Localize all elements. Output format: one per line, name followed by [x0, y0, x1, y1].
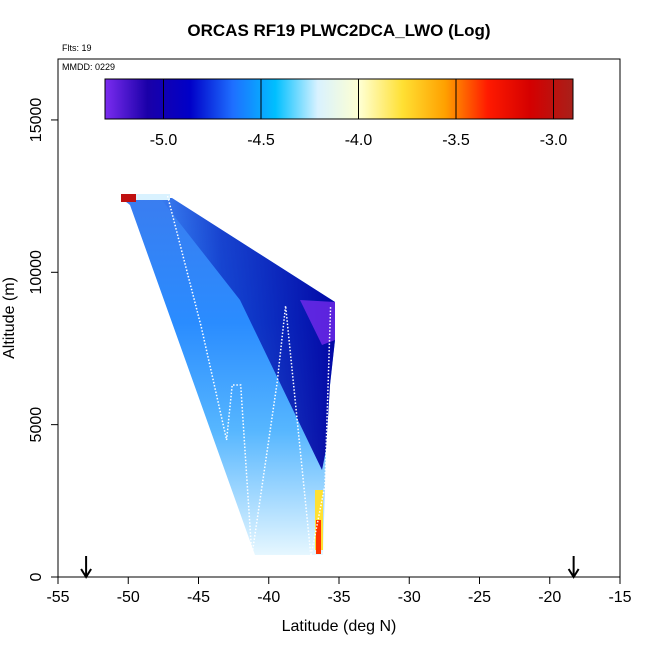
colorbar-box — [104, 78, 574, 120]
colorbar-tick-label: -3.5 — [442, 132, 470, 149]
x-tick-label: -15 — [608, 589, 631, 606]
colorbar-tick-label: -4.0 — [345, 132, 373, 149]
cloud-field-violet — [300, 300, 335, 345]
date-annotation: MMDD: 0229 — [62, 62, 115, 72]
plot-frame — [57, 58, 621, 578]
x-axis-label: Latitude (deg N) — [282, 618, 397, 635]
x-tick-label: -45 — [187, 589, 210, 606]
colorbar: -5.0 -4.5 -4.0 -3.5 -3.0 — [104, 78, 574, 149]
x-tick-label: -30 — [398, 589, 421, 606]
cloud-field-dense — [160, 198, 335, 470]
y-tick-label: 5000 — [28, 407, 45, 443]
chart-title: ORCAS RF19 PLWC2DCA_LWO (Log) — [187, 21, 490, 40]
x-tick-label: -25 — [468, 589, 491, 606]
y-axis: 0 5000 10000 15000 — [28, 98, 59, 581]
x-tick-label: -40 — [257, 589, 280, 606]
colorbar-tick-label: -5.0 — [150, 132, 178, 149]
x-tick-label: -20 — [538, 589, 561, 606]
colorbar-tick-label: -4.5 — [247, 132, 275, 149]
endpoint-markers — [80, 556, 580, 579]
y-tick-label: 0 — [28, 572, 45, 581]
y-tick-label: 15000 — [28, 98, 45, 143]
cloud-cell-red-low — [316, 520, 321, 554]
y-tick-label: 10000 — [28, 250, 45, 295]
colorbar-tick-label: -3.0 — [540, 132, 568, 149]
x-tick-label: -50 — [117, 589, 140, 606]
endpoint-arrow-head — [80, 568, 92, 579]
cloud-cell-red — [121, 194, 136, 202]
x-tick-label: -55 — [46, 589, 69, 606]
x-tick-label: -35 — [327, 589, 350, 606]
y-axis-label: Altitude (m) — [1, 277, 18, 359]
x-axis: -55 -50 -45 -40 -35 -30 -25 -20 -15 — [46, 576, 632, 606]
data-field — [121, 194, 335, 555]
flights-annotation: Flts: 19 — [62, 43, 92, 53]
cloud-cell-pale — [136, 194, 170, 200]
flight-track — [166, 195, 332, 556]
endpoint-arrow-head — [567, 568, 580, 579]
